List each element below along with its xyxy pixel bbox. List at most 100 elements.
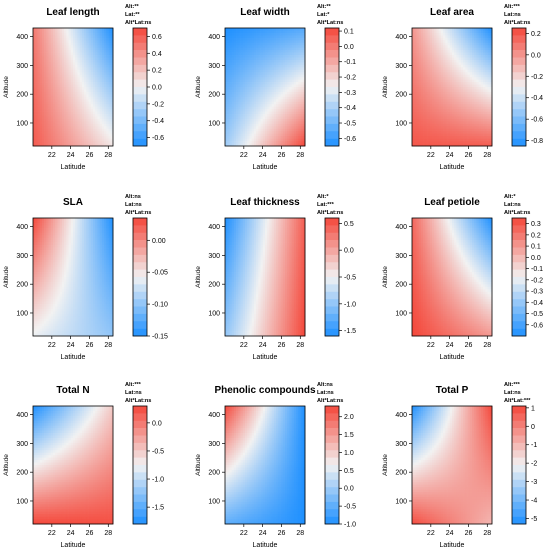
heat-cell	[449, 28, 453, 31]
heat-cell	[50, 109, 54, 112]
heat-cell	[70, 55, 74, 58]
heat-cell	[280, 128, 284, 132]
heat-cell	[48, 64, 52, 68]
heat-cell	[273, 118, 277, 122]
heat-cell	[282, 128, 286, 132]
heat-cell	[39, 52, 43, 56]
heat-cell	[35, 47, 38, 51]
heat-cell	[267, 114, 270, 117]
heat-cell	[429, 62, 433, 66]
heat-cell	[458, 47, 462, 51]
heat-cell	[454, 116, 457, 120]
heat-cell	[258, 77, 261, 80]
heat-cell	[458, 72, 462, 76]
heat-cell	[412, 128, 415, 132]
heat-cell	[291, 35, 295, 39]
heat-cell	[225, 72, 228, 76]
heat-cell	[44, 45, 47, 49]
heat-cell	[418, 79, 422, 83]
heat-cell	[291, 82, 295, 85]
heat-cell	[267, 96, 270, 100]
heat-cell	[97, 128, 101, 132]
heat-cell	[79, 72, 83, 76]
heat-cell	[93, 62, 96, 66]
heat-cell	[95, 143, 98, 147]
heat-cell	[423, 96, 426, 100]
heat-cell	[233, 62, 237, 66]
heat-cell	[276, 99, 279, 103]
heat-cell	[460, 28, 464, 31]
heat-cell	[291, 67, 295, 71]
heat-cell	[88, 104, 92, 108]
heat-cell	[90, 28, 94, 31]
heat-cell	[35, 118, 38, 122]
heat-cell	[46, 47, 49, 51]
heat-cell	[227, 123, 230, 127]
heat-cell	[95, 96, 98, 100]
heat-cell	[269, 109, 273, 112]
heat-cell	[427, 104, 431, 108]
heat-cell	[253, 79, 257, 83]
heat-cell	[242, 104, 246, 108]
heat-cell	[77, 116, 81, 120]
heat-cell	[106, 47, 109, 51]
heat-cell	[41, 87, 45, 90]
heat-cell	[33, 35, 36, 39]
heat-cell	[273, 141, 277, 144]
heat-cell	[233, 37, 237, 41]
heat-cell	[86, 40, 89, 44]
heat-cell	[99, 87, 103, 90]
heat-cell	[265, 128, 268, 132]
heat-cell	[79, 91, 83, 95]
heat-cell	[95, 121, 98, 125]
heat-cell	[236, 143, 239, 147]
heat-cell	[225, 106, 228, 110]
heat-cell	[227, 118, 230, 122]
heat-cell	[429, 32, 433, 36]
heat-cell	[454, 50, 457, 53]
heat-cell	[97, 133, 101, 137]
heat-cell	[287, 109, 290, 112]
heat-cell	[90, 52, 94, 56]
heat-cell	[247, 30, 250, 34]
heat-cell	[101, 114, 105, 117]
heat-cell	[37, 118, 41, 122]
heat-cell	[458, 37, 462, 41]
heat-cell	[93, 106, 96, 110]
heat-cell	[298, 40, 301, 44]
heat-cell	[41, 77, 45, 80]
heat-cell	[64, 138, 67, 142]
heat-cell	[456, 136, 460, 139]
heat-cell	[95, 84, 98, 88]
heat-cell	[99, 111, 103, 115]
heat-cell	[454, 67, 457, 71]
heat-cell	[77, 82, 81, 85]
heat-cell	[75, 138, 78, 142]
heat-cell	[233, 69, 237, 73]
heat-cell	[454, 72, 457, 76]
heat-cell	[84, 118, 87, 122]
heat-cell	[44, 69, 47, 73]
heat-cell	[458, 62, 462, 66]
heat-cell	[81, 69, 85, 73]
heat-cell	[434, 74, 437, 78]
heat-cell	[438, 101, 442, 105]
heat-cell	[262, 30, 266, 34]
heat-cell	[452, 37, 455, 41]
heat-cell	[260, 79, 264, 83]
heat-cell	[84, 79, 87, 83]
heat-cell	[86, 77, 89, 80]
heat-cell	[249, 96, 253, 100]
heat-cell	[440, 82, 444, 85]
colorbar-band	[133, 35, 147, 44]
heat-cell	[420, 128, 424, 132]
heat-cell	[46, 84, 49, 88]
heat-cell	[108, 116, 112, 120]
heat-cell	[443, 114, 446, 117]
heat-cell	[458, 50, 462, 53]
heat-cell	[101, 128, 105, 132]
heat-cell	[225, 30, 228, 34]
heat-cell	[249, 69, 253, 73]
heat-cell	[280, 94, 284, 98]
heat-cell	[412, 42, 415, 46]
